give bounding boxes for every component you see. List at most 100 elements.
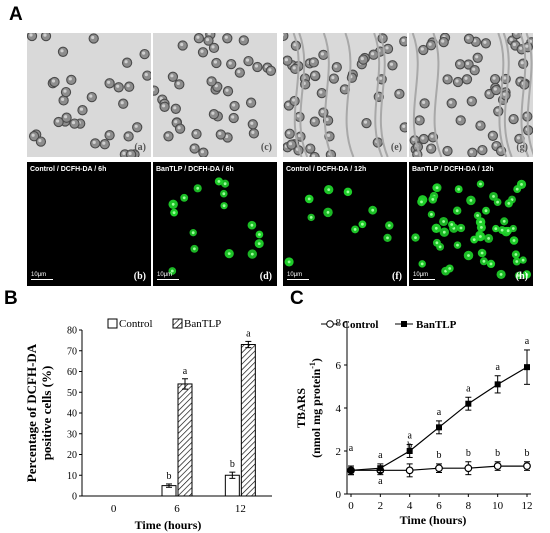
cell-highlight (458, 117, 462, 121)
cell-highlight (502, 92, 507, 96)
cell-core (223, 182, 227, 186)
point-bantlp (465, 400, 472, 407)
point-control (493, 462, 502, 470)
cell-highlight (312, 73, 316, 77)
cell-highlight (517, 79, 521, 83)
cell-core (459, 226, 463, 230)
micrograph-image (283, 33, 407, 157)
cell-core (196, 186, 200, 190)
cell-core (438, 245, 442, 249)
cell-highlight (486, 91, 491, 95)
cell-highlight (449, 100, 453, 104)
cell-highlight (71, 121, 76, 125)
cell-highlight (296, 114, 301, 118)
significance-letter: b (495, 448, 500, 459)
micrograph-image (411, 179, 531, 280)
significance-letter: b (466, 448, 471, 459)
micrograph-e: (e) (283, 33, 407, 157)
cell-core (435, 186, 439, 190)
cell-core (512, 239, 516, 242)
cell-core (450, 223, 454, 226)
cell-highlight (493, 87, 497, 91)
cell-highlight (241, 37, 245, 41)
cell-highlight (498, 148, 502, 152)
debris-streak (519, 33, 530, 157)
cell-highlight (211, 45, 215, 49)
significance-letter: a (349, 443, 354, 454)
debris-streak (298, 33, 309, 157)
micrograph-image (168, 177, 264, 275)
bar-bantlp (240, 344, 256, 497)
legend-marker (326, 320, 334, 328)
cell-core (191, 231, 195, 235)
cell-highlight (237, 70, 241, 74)
debris-streak (378, 33, 389, 157)
cell-core (457, 187, 461, 191)
x-tick-label: 4 (407, 500, 413, 512)
cell-highlight (311, 59, 315, 63)
cell-highlight (379, 76, 383, 80)
x-tick-label: 12 (522, 500, 533, 512)
cell-highlight (254, 64, 258, 68)
x-tick-label: 8 (466, 500, 472, 512)
micrograph-tag: (e) (390, 142, 402, 153)
cell-core (517, 274, 520, 277)
micrograph-f: Control / DCFH-DA / 12h 10μm (f) (283, 162, 407, 286)
legend-label: Control (119, 318, 153, 330)
cell-core (479, 220, 482, 224)
cell-highlight (516, 136, 520, 140)
legend-swatch (172, 318, 183, 329)
cell-highlight (483, 40, 487, 44)
cell-highlight (214, 84, 218, 88)
cell-highlight (420, 47, 424, 51)
cell-highlight (512, 42, 516, 47)
cell-core (309, 216, 313, 219)
cell-core (327, 188, 331, 191)
significance-letter: b (437, 450, 442, 461)
cell-core (520, 183, 523, 186)
cell-highlight (142, 51, 146, 55)
significance-letter: a (495, 362, 500, 373)
cell-core (511, 227, 515, 230)
cell-highlight (422, 100, 426, 104)
cell-highlight (211, 111, 215, 115)
y-tick-label: 80 (67, 326, 77, 337)
cell-core (193, 247, 196, 251)
cell-core (172, 211, 176, 214)
cell-core (371, 208, 375, 212)
y-tick-label: 50 (67, 388, 77, 399)
cell-core (250, 223, 254, 227)
cell-highlight (492, 76, 496, 80)
panel-label-b: B (4, 288, 18, 309)
cell-core (431, 198, 435, 201)
cell-highlight (520, 61, 524, 65)
cell-highlight (457, 61, 461, 65)
cell-core (287, 260, 291, 264)
cell-highlight (444, 148, 449, 152)
y-tick-label: 2 (336, 446, 342, 458)
legend-label: Control (342, 319, 378, 331)
cell-highlight (56, 119, 60, 123)
cell-highlight (124, 60, 128, 64)
debris-streak (373, 33, 384, 157)
cell-highlight (174, 120, 178, 124)
micrograph-g: (g) (409, 33, 533, 157)
debris-streak (497, 33, 508, 157)
x-axis-label: Time (hours) (135, 518, 202, 532)
cell-highlight (525, 44, 529, 48)
cell-highlight (385, 46, 389, 50)
cell-core (479, 235, 482, 238)
cell-highlight (250, 121, 254, 125)
cell (283, 33, 289, 42)
cell-highlight (126, 84, 130, 88)
x-tick-label: 6 (174, 503, 180, 515)
micrograph-caption: Control / DCFH-DA / 12h (286, 166, 367, 173)
cell-core (386, 236, 389, 240)
point-bantlp (406, 448, 413, 454)
cell-highlight (213, 60, 217, 64)
cell-highlight (320, 110, 324, 114)
micrograph-b: Control / DCFH-DA / 6h 10μm (b) (27, 162, 151, 286)
x-tick-label: 10 (492, 500, 504, 512)
cell-core (521, 258, 525, 262)
x-tick-label: 0 (111, 503, 117, 515)
